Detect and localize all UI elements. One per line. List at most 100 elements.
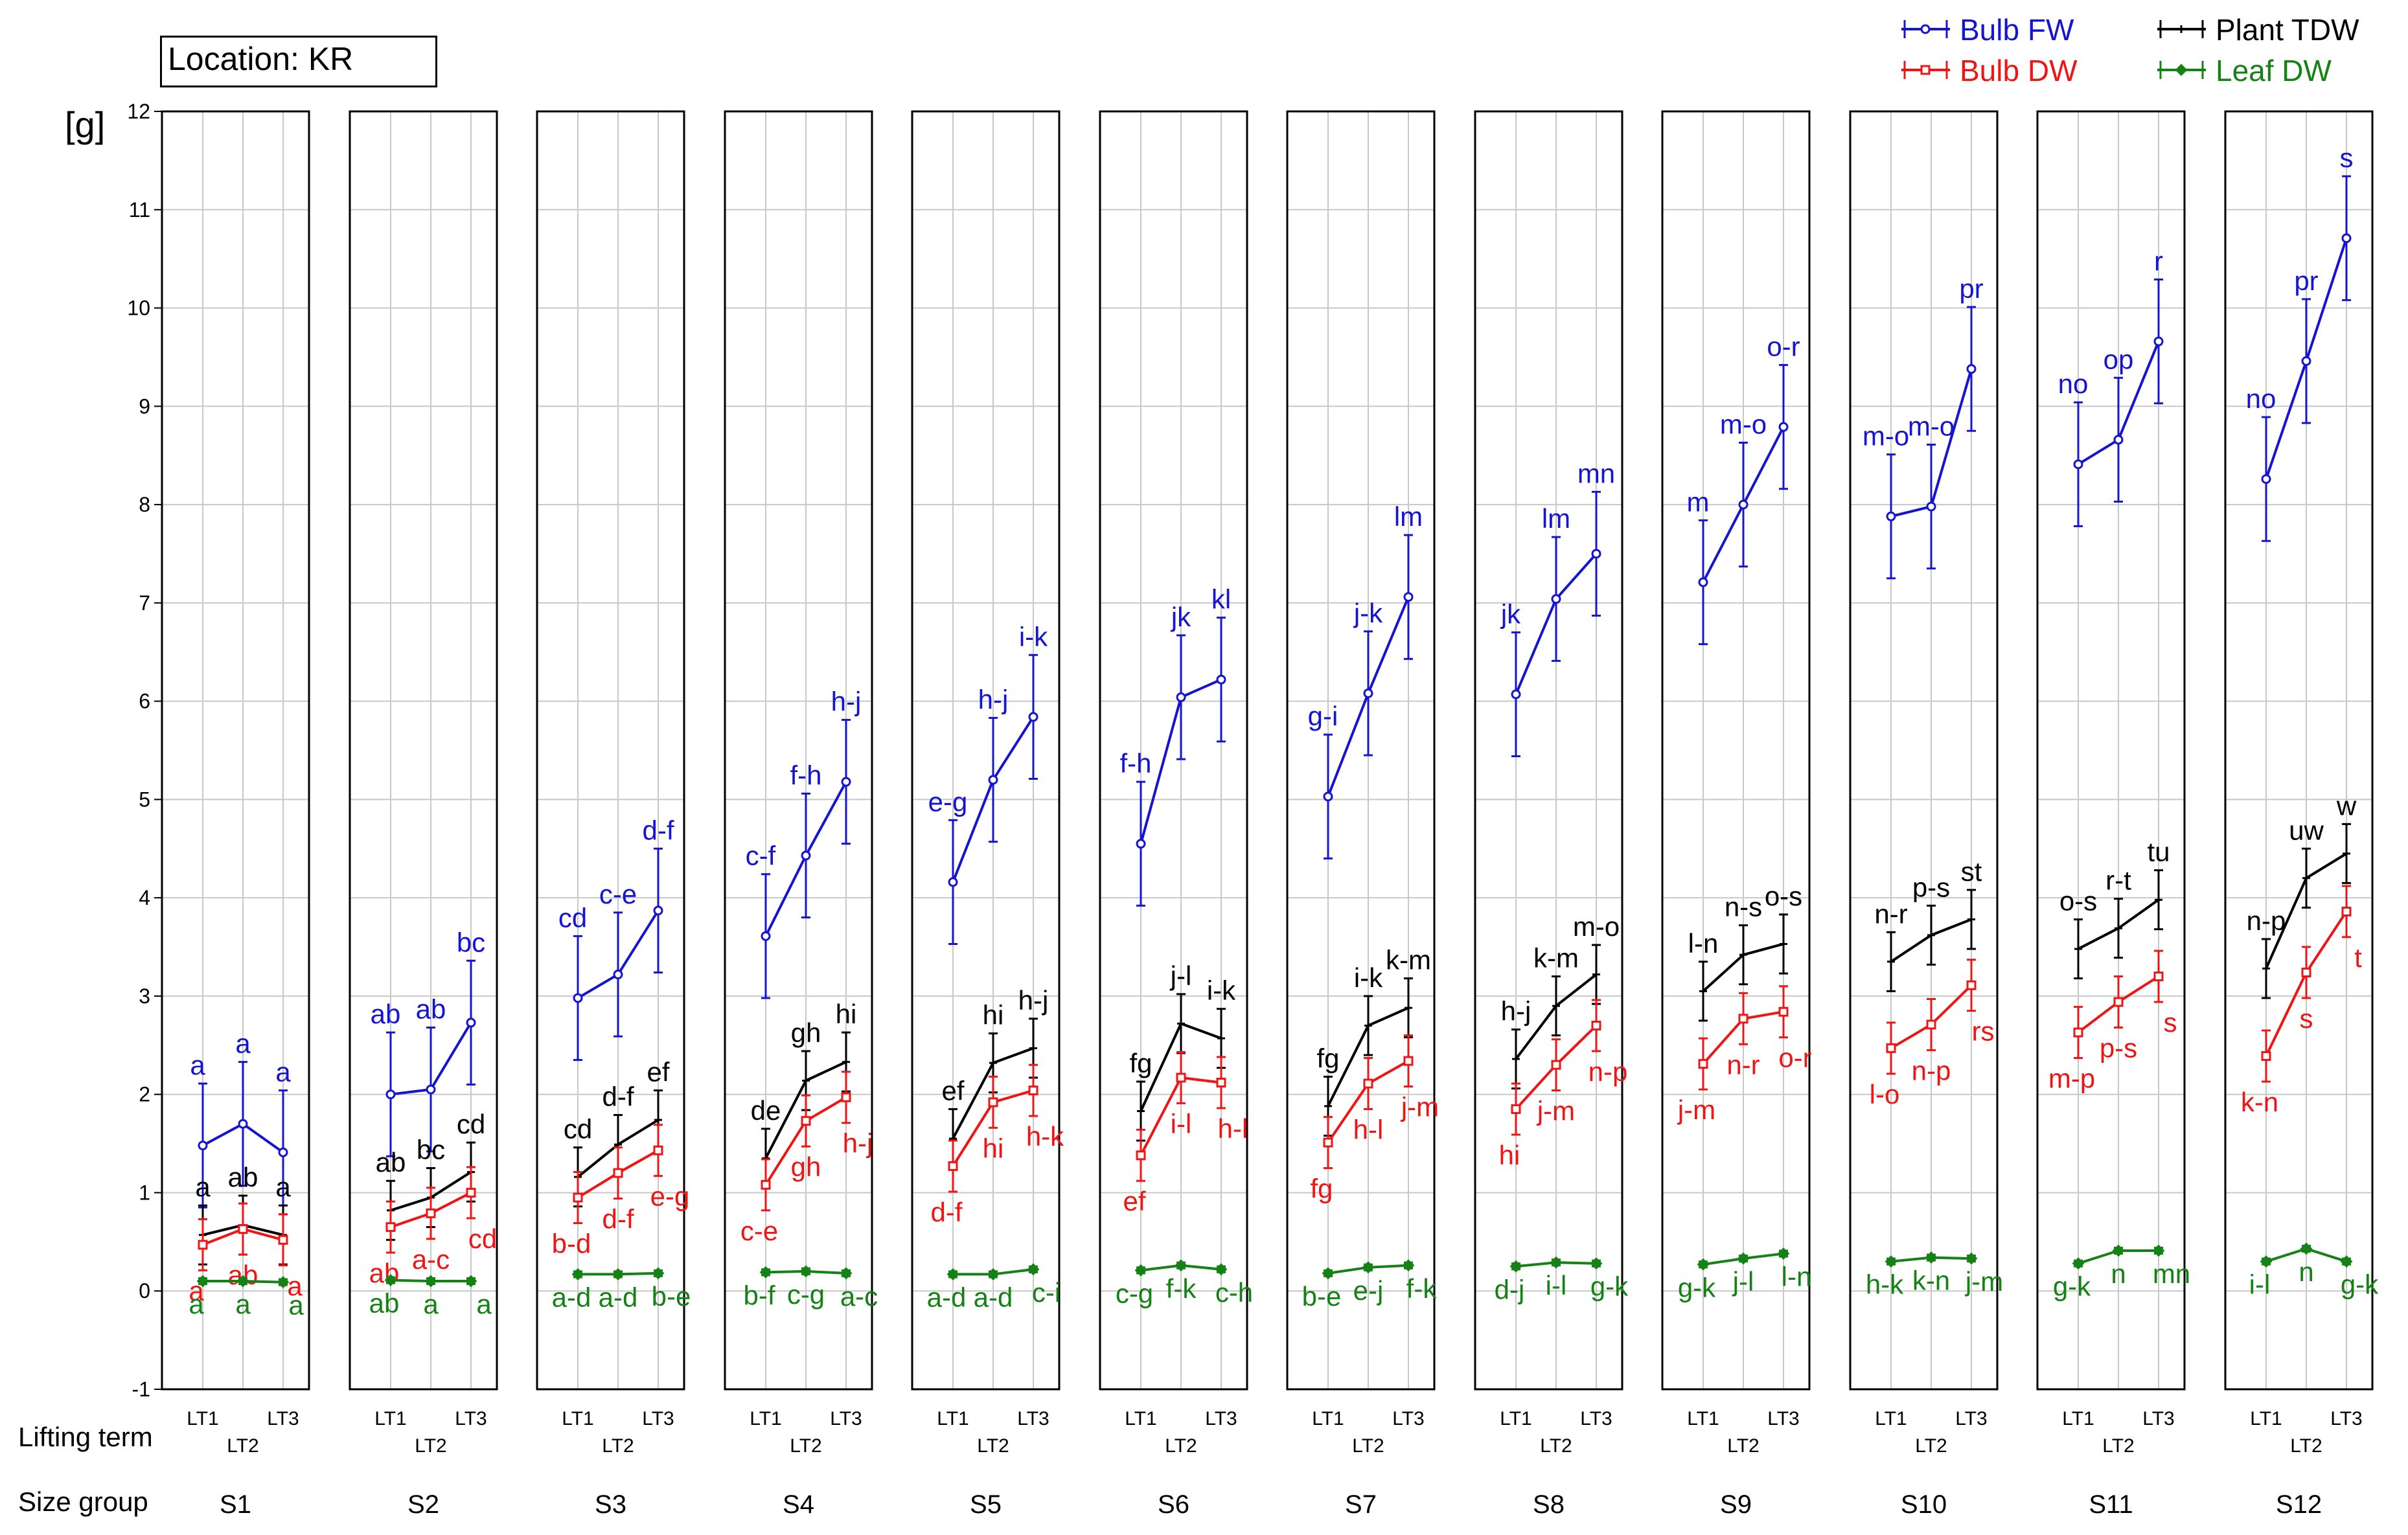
- bulb_fw-letter-label: no: [2246, 383, 2276, 414]
- x-tick-label-lt1: LT1: [1687, 1408, 1719, 1429]
- plant_tdw-letter-label: bc: [417, 1135, 445, 1165]
- x-tick-label-lt2: LT2: [790, 1435, 821, 1457]
- leaf_dw-letter-label: l-n: [1782, 1262, 1812, 1292]
- bulb_dw-point: [1591, 1020, 1601, 1030]
- bulb_dw-letter-label: j-m: [1400, 1092, 1439, 1122]
- leaf_dw-letter-label: a: [476, 1289, 492, 1319]
- legend-marker: [2175, 63, 2188, 76]
- bulb_dw-letter-label: h-k: [1026, 1121, 1064, 1152]
- panel-frame: [2036, 110, 2186, 1391]
- plant_tdw-point: [654, 1116, 662, 1124]
- plant_tdw-letter-label: w: [2336, 790, 2357, 821]
- bulb_fw-letter-label: c-e: [599, 879, 637, 909]
- x-tick-label-lt3: LT3: [1017, 1408, 1049, 1429]
- bulb_fw-point: [385, 1089, 396, 1100]
- bulb_fw-letter-label: a: [190, 1050, 205, 1080]
- plant_tdw-point: [2302, 874, 2310, 882]
- bulb_dw-point: [238, 1224, 248, 1234]
- leaf_dw-point: [1027, 1263, 1040, 1276]
- bulb_fw-point: [466, 1018, 476, 1028]
- y-tick-label: 6: [139, 690, 150, 713]
- plant_tdw-point: [1177, 1019, 1185, 1028]
- bulb_fw-point: [613, 970, 623, 980]
- leaf_dw-letter-label: a-d: [927, 1282, 967, 1312]
- x-tick-label-lt1: LT1: [937, 1408, 969, 1429]
- bulb_fw-point: [198, 1141, 208, 1151]
- bulb_dw-letter-label: o-r: [1778, 1043, 1811, 1073]
- bulb_fw-point: [1511, 689, 1521, 699]
- plant_tdw-letter-label: a: [275, 1172, 291, 1202]
- leaf_dw-point: [1402, 1259, 1415, 1272]
- leaf_dw-point: [2300, 1242, 2313, 1255]
- x-tick-label-lt3: LT3: [1767, 1408, 1799, 1429]
- panel-s10: LT1 LT3 LT2 S10 m-om-o pr n-rp-s st l-o n-p rs h-k k…: [1849, 110, 2003, 1519]
- leaf_dw-point: [1737, 1252, 1750, 1265]
- bulb_dw-point: [1176, 1073, 1186, 1083]
- bulb_fw-point: [1176, 692, 1186, 703]
- plant_tdw-letter-label: o-s: [1765, 881, 1802, 911]
- bulb_dw-letter-label: l-o: [1870, 1079, 1900, 1109]
- leaf_dw-letter-label: a-d: [974, 1282, 1013, 1312]
- bulb_fw-point: [1591, 549, 1601, 559]
- bulb_fw-letter-label: lm: [1394, 501, 1423, 532]
- plant_tdw-letter-label: fg: [1316, 1043, 1339, 1073]
- bulb_dw-point: [573, 1192, 583, 1203]
- size-group-s3: S3: [595, 1490, 626, 1519]
- plant_tdw-letter-label: de: [751, 1095, 781, 1126]
- bulb_fw-point: [2073, 459, 2083, 470]
- plant_tdw-point: [1967, 915, 1975, 924]
- plant_tdw-letter-label: k-m: [1533, 943, 1579, 973]
- bulb_fw-letter-label: ab: [371, 999, 401, 1029]
- y-tick-label: 10: [127, 297, 150, 320]
- leaf_dw-point: [1697, 1258, 1710, 1271]
- bulb_dw-letter-label: j-m: [1536, 1096, 1575, 1126]
- x-tick-label-lt1: LT1: [374, 1408, 406, 1429]
- plant_tdw-letter-label: ef: [941, 1075, 964, 1106]
- bulb_dw-letter-label: c-e: [740, 1216, 778, 1246]
- x-tick-label-lt2: LT2: [1915, 1435, 1947, 1457]
- bulb_fw-letter-label: kl: [1211, 584, 1231, 615]
- leaf_dw-letter-label: b-e: [652, 1281, 691, 1312]
- bulb_dw-point: [426, 1208, 436, 1218]
- size-group-s5: S5: [970, 1490, 1002, 1519]
- y-tick-label: 2: [139, 1083, 150, 1106]
- plant_tdw-letter-label: r-t: [2105, 865, 2131, 896]
- plant_tdw-point: [1324, 1102, 1332, 1110]
- plant_tdw-letter-label: n-r: [1874, 898, 1907, 929]
- x-tick-label-lt1: LT1: [750, 1408, 781, 1429]
- size-group-s9: S9: [1720, 1490, 1752, 1519]
- size-group-s10: S10: [1901, 1490, 1947, 1519]
- leaf_dw-point: [571, 1268, 584, 1280]
- leaf_dw-letter-label: c-g: [787, 1279, 825, 1310]
- bulb_fw-letter-label: m-o: [1863, 421, 1909, 451]
- bulb_dw-letter-label: a-c: [412, 1244, 450, 1275]
- legend: Bulb FW Plant TDW Bulb DW Leaf DW: [1901, 13, 2359, 87]
- plant_tdw-point: [1217, 1034, 1225, 1043]
- leaf_dw-point: [1134, 1264, 1147, 1277]
- bulb_fw-letter-label: s: [2340, 142, 2354, 173]
- bulb_fw-letter-label: m: [1687, 486, 1710, 517]
- leaf_dw-point: [384, 1274, 397, 1286]
- panel-frame: [1474, 110, 1623, 1391]
- plant_tdw-point: [1364, 1021, 1372, 1030]
- x-tick-label-lt2: LT2: [602, 1435, 634, 1457]
- plant_tdw-point: [1512, 1055, 1520, 1063]
- x-tick-label-lt2: LT2: [227, 1435, 258, 1457]
- bulb_fw-point: [761, 931, 771, 941]
- plant_tdw-point: [1699, 987, 1707, 995]
- bulb_fw-letter-label: j-k: [1353, 598, 1383, 628]
- size-group-s2: S2: [407, 1490, 439, 1519]
- bulb_dw-letter-label: s: [2164, 1007, 2177, 1038]
- panel-frame: [2224, 110, 2374, 1391]
- x-tick-label-lt2: LT2: [1727, 1435, 1759, 1457]
- bulb_fw-letter-label: m-o: [1908, 411, 1955, 441]
- y-tick-label: -1: [132, 1378, 150, 1401]
- leaf_dw-point: [424, 1275, 437, 1288]
- bulb_fw-letter-label: ab: [416, 994, 446, 1024]
- size-group-s7: S7: [1345, 1490, 1377, 1519]
- leaf_dw-letter-label: h-k: [1866, 1269, 1904, 1300]
- plant_tdw-letter-label: h-j: [1501, 996, 1531, 1027]
- leaf_dw-letter-label: a: [235, 1289, 251, 1319]
